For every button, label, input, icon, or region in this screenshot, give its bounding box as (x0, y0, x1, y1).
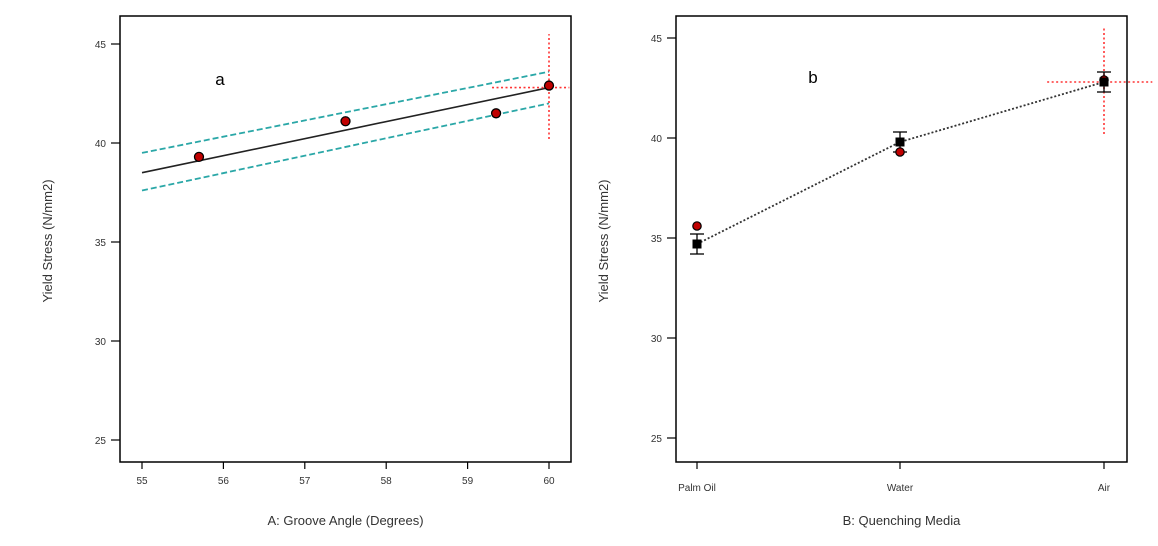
chart1-y-tick-label: 35 (95, 238, 107, 249)
chart1-y-tick-label: 30 (95, 337, 107, 348)
chart2-category-label: Air (1098, 483, 1111, 494)
chart1-plot-frame (119, 15, 572, 463)
chart2-mean-marker (895, 137, 905, 147)
chart2-mean-marker (1099, 77, 1109, 87)
chart1-data-point (490, 108, 502, 119)
chart2-panel-label: b (808, 68, 817, 87)
chart1-data-point (340, 116, 351, 127)
chart1-data-point (193, 151, 205, 163)
chart1-x-axis-title: A: Groove Angle (Degrees) (267, 513, 423, 528)
chart1-lower-confidence-line (141, 102, 550, 192)
chart2-x-axis-title: B: Quenching Media (843, 513, 962, 528)
chart1-x-tick-label: 60 (543, 476, 555, 487)
chart1-upper-confidence-line (141, 70, 550, 154)
chart1-x-tick-label: 59 (462, 476, 474, 487)
chart2-y-tick-label: 45 (651, 34, 663, 45)
chart2-y-tick-label: 30 (651, 334, 663, 345)
chart2-y-axis-title: Yield Stress (N/mm2) (596, 179, 611, 302)
chart1-y-tick-label: 25 (95, 436, 107, 447)
chart2-data-point (895, 147, 905, 157)
chart2-mean-marker (692, 239, 702, 249)
chart1-x-tick-label: 57 (299, 476, 311, 487)
chart2-y-tick-label: 40 (651, 134, 663, 145)
chart1-data-point (543, 80, 555, 91)
chart2-category-label: Water (887, 483, 914, 494)
chart2-y-tick-label: 25 (651, 434, 663, 445)
chart1-x-tick-label: 55 (136, 476, 148, 487)
chart2-mean-line (696, 81, 1105, 245)
chart1-x-tick-label: 58 (381, 476, 393, 487)
chart1-y-tick-label: 45 (95, 40, 107, 51)
chart2-data-point (692, 221, 702, 231)
chart1-y-tick-label: 40 (95, 139, 107, 150)
chart2-y-tick-label: 35 (651, 234, 663, 245)
chart2-plot-frame (675, 15, 1128, 463)
chart1-y-axis-title: Yield Stress (N/mm2) (40, 179, 55, 302)
chart1-fit-line (141, 86, 550, 174)
chart1-panel-label: a (215, 70, 225, 89)
chart2-category-label: Palm Oil (678, 483, 716, 494)
chart1-x-tick-label: 56 (218, 476, 230, 487)
